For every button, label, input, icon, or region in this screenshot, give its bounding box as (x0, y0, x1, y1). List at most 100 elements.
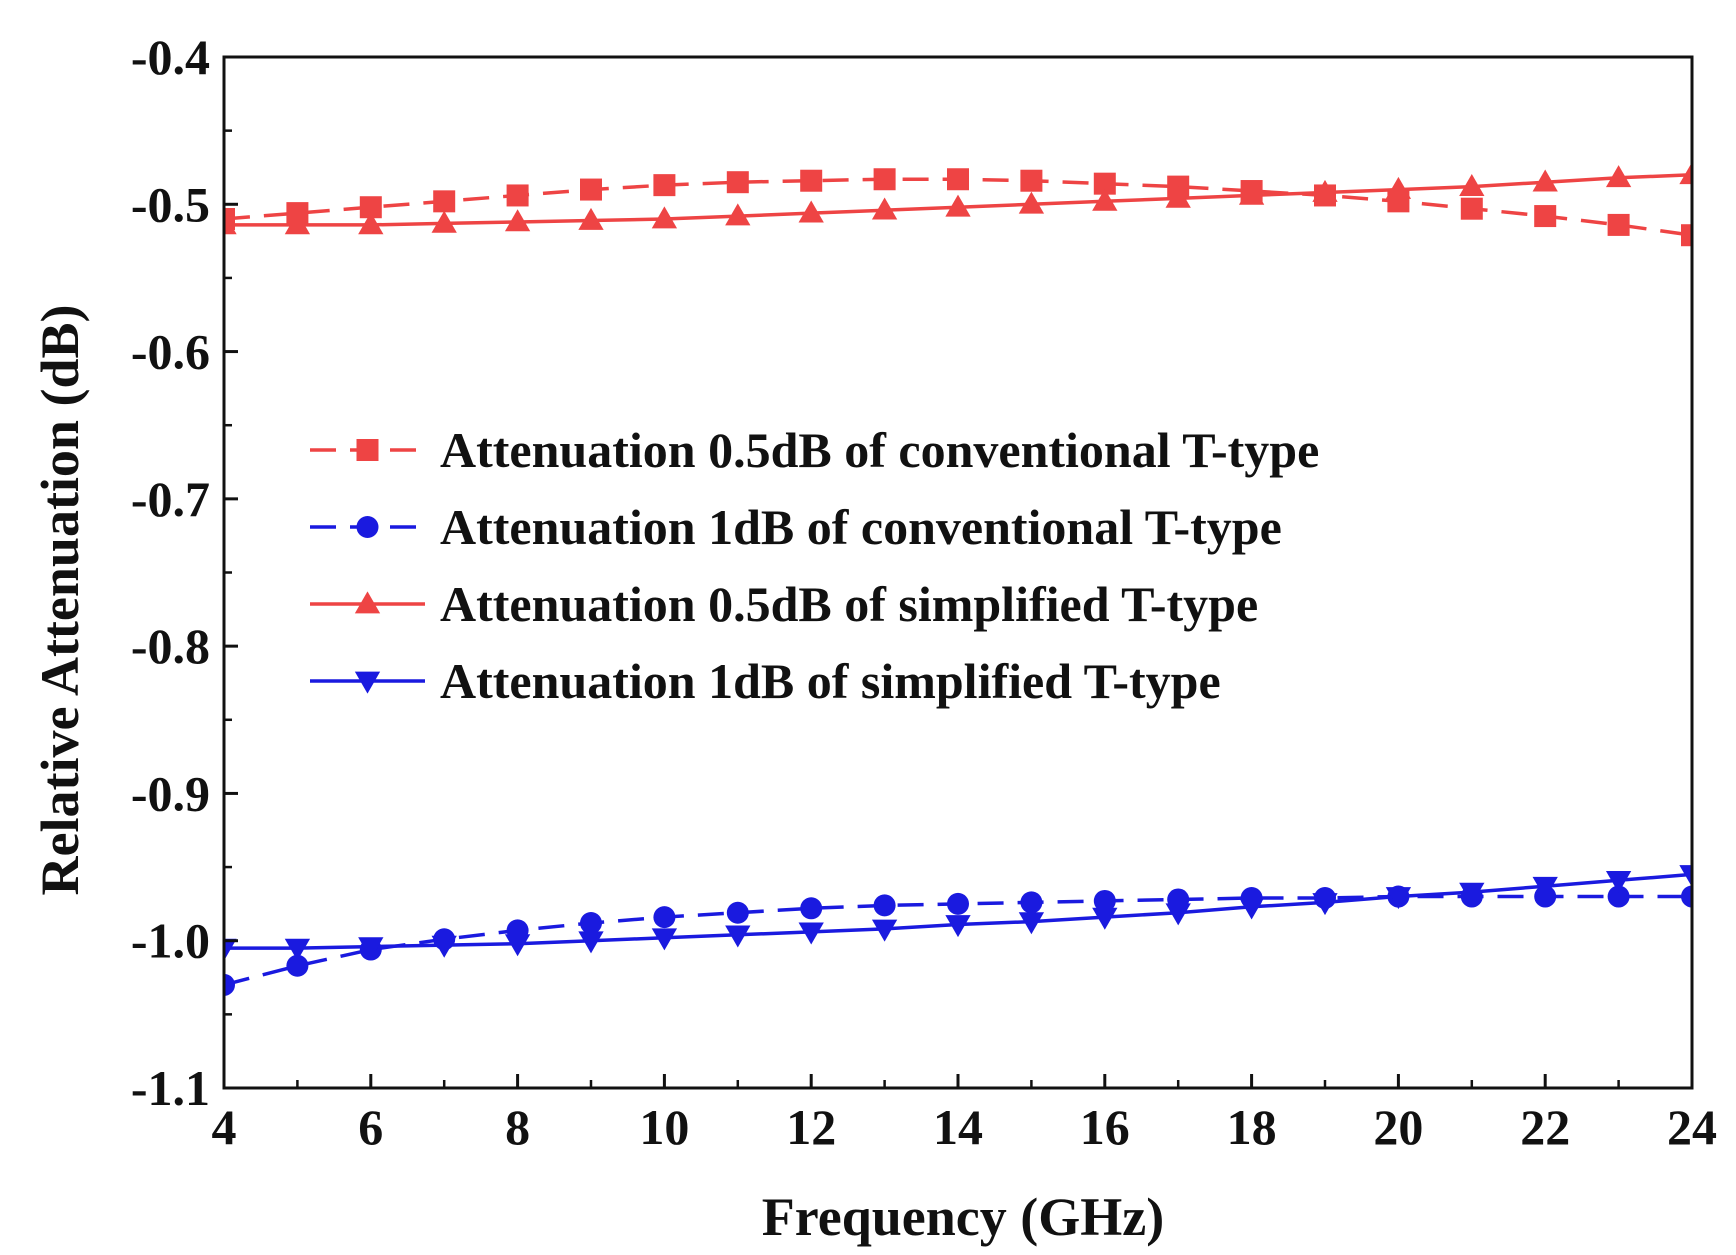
series-4-point-2 (284, 938, 311, 961)
series-3-point-20 (1605, 165, 1632, 188)
series-1-point-21 (1681, 224, 1692, 247)
series-4-point-4 (431, 935, 457, 958)
series-4-point-19 (1532, 876, 1558, 899)
series-1-point-5 (506, 184, 529, 207)
series-4-point-16 (1312, 893, 1338, 916)
x-tick-label-7: 16 (1080, 1099, 1130, 1155)
legend-marker-4 (354, 671, 381, 694)
series-1-point-8 (726, 171, 749, 194)
series-3-point-7 (651, 206, 678, 229)
x-tick-label-2: 6 (358, 1099, 383, 1155)
series-1-point-20 (1607, 213, 1630, 236)
series-4-point-1 (224, 938, 237, 961)
x-tick-label-10: 22 (1520, 1099, 1570, 1155)
x-tick-label-3: 8 (505, 1099, 530, 1155)
x-axis-title: Frequency (GHz) (762, 1187, 1164, 1247)
y-tick-label-6: -0.9 (131, 765, 210, 821)
y-tick-label-5: -0.8 (131, 618, 210, 674)
series-2-point-7 (653, 906, 676, 929)
series-4-point-15 (1238, 897, 1265, 920)
x-tick-label-4: 10 (639, 1099, 689, 1155)
series-1-point-7 (653, 174, 676, 197)
y-tick-label-2: -0.5 (131, 176, 210, 232)
plot-area (224, 162, 1692, 996)
series-3-point-3 (358, 212, 384, 235)
series-4-point-6 (578, 931, 604, 954)
series-4-point-10 (871, 919, 898, 942)
series-3-point-15 (1238, 182, 1265, 205)
series-3-point-21 (1679, 162, 1692, 185)
series-3-point-4 (431, 210, 457, 233)
series-3-point-17 (1385, 176, 1412, 199)
series-4-point-7 (651, 928, 678, 951)
series-4-point-3 (358, 937, 384, 960)
series-2-point-20 (1607, 885, 1630, 908)
series-1-point-1 (224, 208, 235, 231)
x-tick-label-6: 14 (933, 1099, 983, 1155)
series-2-point-9 (800, 897, 823, 920)
series-3-point-8 (725, 203, 751, 226)
series-4-point-13 (1092, 907, 1118, 930)
plot-layer (224, 162, 1692, 996)
x-tick-label-11: 24 (1667, 1099, 1717, 1155)
series-4-point-18 (1459, 882, 1485, 905)
series-2-point-12 (1020, 891, 1043, 914)
series-2-point-21 (1681, 885, 1692, 908)
series-3-point-11 (945, 194, 971, 217)
y-tick-label-1: -0.4 (131, 29, 210, 85)
series-3-point-1 (224, 212, 237, 235)
y-tick-label-3: -0.6 (131, 324, 210, 380)
series-3-point-2 (284, 212, 311, 235)
series-4-point-9 (798, 922, 824, 945)
y-tick-label-8: -1.1 (131, 1060, 210, 1116)
series-1-point-6 (580, 178, 602, 201)
legend-label-4: Attenuation 1dB of simplified T-type (440, 653, 1221, 709)
y-tick-label-7: -1.0 (131, 913, 210, 969)
series-4-point-14 (1165, 903, 1191, 926)
series-3-point-13 (1092, 188, 1118, 211)
series-1-point-3 (359, 196, 382, 219)
series-4-point-5 (504, 934, 531, 957)
x-tick-label-8: 18 (1227, 1099, 1277, 1155)
series-1-point-18 (1460, 197, 1483, 220)
x-tick-label-9: 20 (1373, 1099, 1423, 1155)
series-2-point-13 (1093, 889, 1116, 912)
legend: Attenuation 0.5dB of conventional T-type… (310, 422, 1319, 709)
series-2-point-6 (580, 912, 602, 935)
series-3-point-9 (798, 200, 824, 223)
series-4-point-17 (1385, 887, 1412, 910)
series-3-point-18 (1459, 173, 1485, 196)
series-1-point-9 (800, 169, 823, 192)
legend-label-1: Attenuation 0.5dB of conventional T-type (440, 422, 1319, 478)
x-tick-label-1: 4 (212, 1099, 237, 1155)
series-1-point-4 (433, 190, 456, 213)
series-3-point-5 (504, 209, 531, 232)
series-2-point-2 (286, 954, 309, 977)
legend-label-2: Attenuation 1dB of conventional T-type (440, 499, 1282, 555)
series-3-point-14 (1165, 185, 1191, 208)
series-1-point-12 (1020, 169, 1043, 192)
series-2-point-8 (726, 901, 749, 924)
x-tick-label-5: 12 (786, 1099, 836, 1155)
axes-layer: 4 6 8 10 12 14 16 18 20 22 24 -0.4 -0.5 -0.6 -0.7 -0.8 -… (131, 29, 1717, 1155)
series-3-point-19 (1532, 169, 1558, 192)
series-1-point-19 (1534, 205, 1557, 228)
y-axis-title: Relative Attenuation (dB) (30, 305, 90, 896)
series-4-point-8 (725, 925, 751, 948)
series-1-point-10 (873, 168, 896, 191)
legend-marker-2 (356, 516, 379, 538)
series-3-point-16 (1312, 179, 1338, 202)
series-3-point-12 (1018, 191, 1045, 214)
legend-label-3: Attenuation 0.5dB of simplified T-type (440, 576, 1258, 632)
legend-marker-3 (354, 591, 381, 614)
series-2-point-11 (947, 892, 969, 915)
series-2-point-10 (873, 894, 896, 917)
legend-marker-1 (356, 439, 379, 461)
series-1-point-13 (1093, 172, 1116, 195)
series-3-point-10 (871, 197, 898, 220)
series-1-point-11 (947, 168, 969, 191)
series-4-point-21 (1679, 865, 1692, 888)
y-tick-label-4: -0.7 (131, 471, 210, 527)
series-4-point-20 (1605, 870, 1632, 893)
series-4-point-12 (1018, 912, 1045, 935)
